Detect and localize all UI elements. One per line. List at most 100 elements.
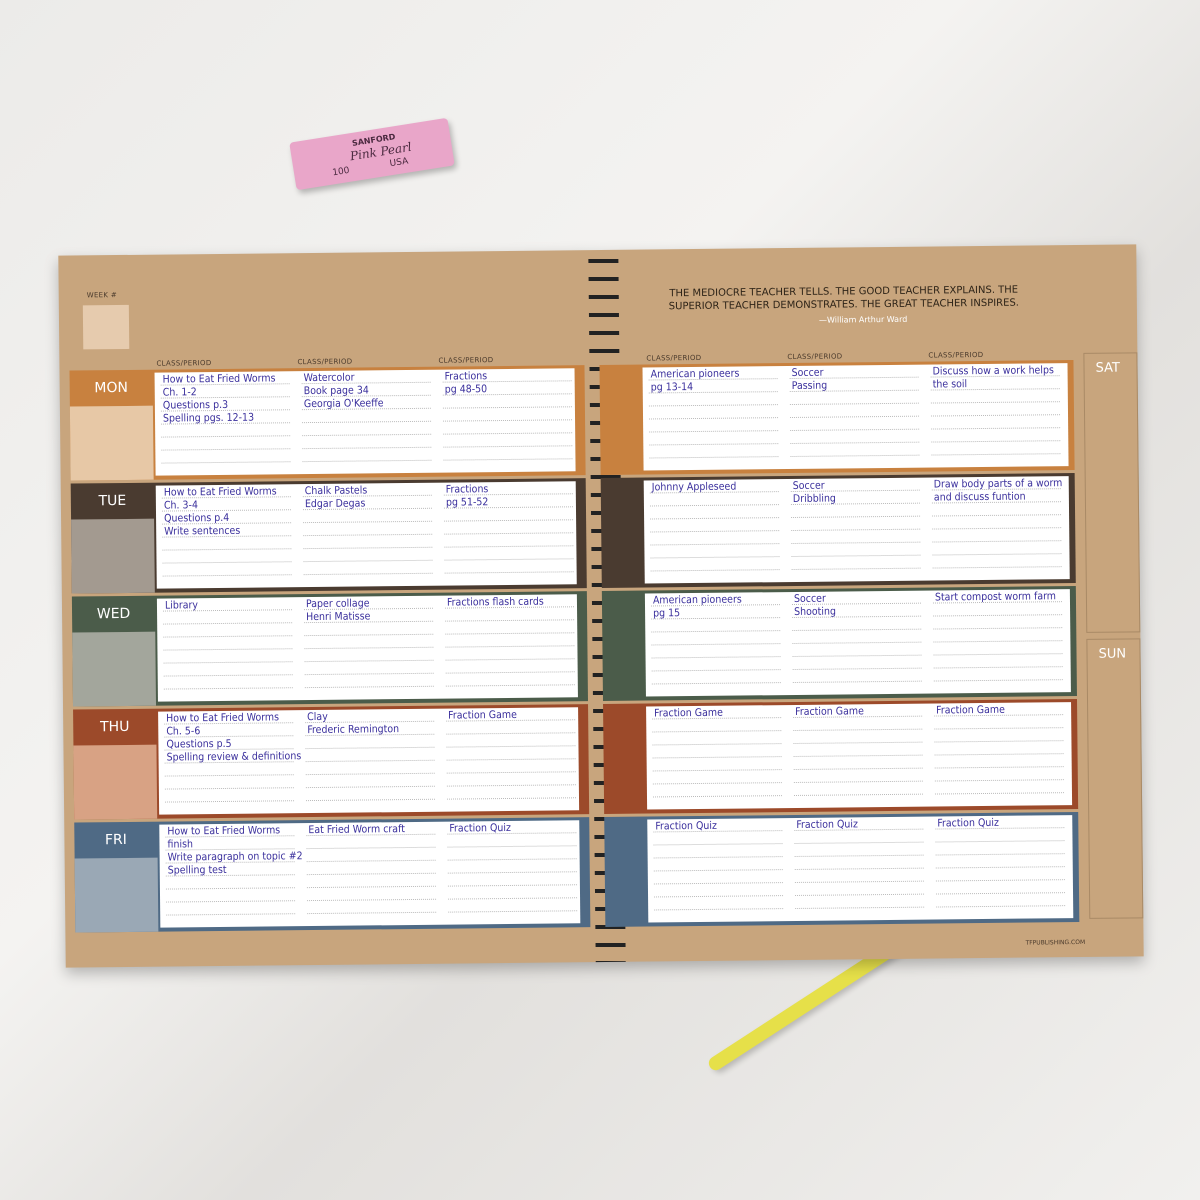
ruled-line bbox=[650, 517, 780, 520]
day-panel: How to Eat Fried Worms Ch. 5-6 Questions p… bbox=[158, 707, 580, 815]
ruled-line bbox=[448, 910, 578, 913]
ruled-line bbox=[654, 895, 784, 898]
entry-text: Ch. 5-6 bbox=[166, 725, 201, 738]
ruled-line bbox=[304, 646, 434, 650]
column-label: CLASS/PERIOD bbox=[297, 357, 353, 367]
entry-text: How to Eat Fried Worms bbox=[162, 372, 276, 386]
ruled-line bbox=[444, 545, 574, 548]
entry-text: Questions p.4 bbox=[163, 511, 230, 525]
ruled-line bbox=[302, 420, 432, 424]
ruled-line bbox=[790, 454, 920, 458]
entry-text: Soccer bbox=[791, 366, 824, 379]
entry-text: Fraction Game bbox=[795, 705, 864, 718]
entry-text: American pioneers bbox=[650, 367, 740, 381]
entry-text: Fraction Quiz bbox=[449, 821, 512, 835]
day-panel: American pioneers pg 15 Soccer Shooting Star… bbox=[644, 589, 1071, 697]
entry-text: Henri Matisse bbox=[306, 610, 371, 624]
planner: WEEK # THE MEDIOCRE TEACHER TELLS. THE G… bbox=[58, 244, 1144, 968]
quote: THE MEDIOCRE TEACHER TELLS. THE GOOD TEA… bbox=[668, 284, 1020, 313]
ruled-line bbox=[936, 905, 1066, 908]
entry-text: Johnny Appleseed bbox=[651, 480, 737, 494]
ruled-line bbox=[443, 458, 573, 461]
ruled-line bbox=[932, 553, 1062, 556]
ruled-line bbox=[933, 666, 1063, 669]
day-panel: Fraction Game Fraction Game Fraction Game bbox=[646, 702, 1073, 810]
entry-text: Spelling pgs. 12-13 bbox=[162, 411, 255, 425]
ruled-line bbox=[445, 671, 575, 674]
ruled-line bbox=[443, 419, 573, 422]
ruled-line bbox=[161, 448, 291, 451]
entry-text: Write sentences bbox=[164, 524, 241, 538]
entry-text: Spelling review & definitions bbox=[166, 750, 302, 764]
day-panel: Library Paper collage Henri Matisse Fractio… bbox=[156, 594, 578, 702]
ruled-line bbox=[789, 402, 919, 406]
ruled-line bbox=[304, 659, 434, 663]
ruled-line bbox=[303, 559, 433, 563]
entry-text: finish bbox=[167, 838, 194, 851]
eraser: SANFORD Pink Pearl 100 USA bbox=[289, 117, 455, 191]
ruled-line bbox=[795, 893, 925, 896]
ruled-line bbox=[794, 841, 924, 844]
ruled-line bbox=[793, 780, 923, 783]
ruled-line bbox=[304, 685, 434, 689]
entry-text: the soil bbox=[932, 378, 968, 391]
ruled-line bbox=[304, 672, 434, 676]
column-label: CLASS/PERIOD bbox=[646, 353, 702, 363]
ruled-line bbox=[303, 546, 433, 550]
ruled-line bbox=[793, 728, 923, 731]
column-label: CLASS/PERIOD bbox=[156, 359, 212, 368]
day-panel: American pioneers pg 13-14 Soccer Passing Di… bbox=[642, 363, 1069, 471]
ruled-line bbox=[161, 435, 291, 438]
weekend-box bbox=[1083, 352, 1141, 633]
entry-text: Shooting bbox=[794, 605, 836, 618]
ruled-line bbox=[792, 628, 922, 631]
ruled-line bbox=[933, 679, 1063, 682]
ruled-line bbox=[795, 906, 925, 909]
footer: TFPUBLISHING.COM bbox=[1025, 938, 1086, 947]
column-label: CLASS/PERIOD bbox=[928, 350, 984, 360]
ruled-line bbox=[306, 885, 436, 889]
entry-text: American pioneers bbox=[652, 593, 742, 607]
ruled-line bbox=[791, 515, 921, 519]
entry-text: Ch. 1-2 bbox=[162, 386, 197, 399]
ruled-line bbox=[931, 453, 1061, 456]
ruled-line bbox=[164, 787, 294, 790]
ruled-line bbox=[444, 519, 574, 522]
ruled-line bbox=[653, 882, 783, 885]
ruled-line bbox=[651, 669, 781, 672]
ruled-line bbox=[166, 900, 296, 903]
ruled-line bbox=[651, 682, 781, 685]
ruled-line bbox=[652, 730, 782, 733]
entry-text: Fraction Quiz bbox=[796, 818, 859, 831]
ruled-line bbox=[444, 571, 574, 574]
ruled-line bbox=[165, 800, 295, 803]
entry-text: Fraction Game bbox=[936, 703, 1005, 717]
ruled-line bbox=[936, 892, 1066, 895]
column-label: CLASS/PERIOD bbox=[787, 352, 843, 362]
ruled-line bbox=[650, 569, 780, 572]
entry-text: Fractions bbox=[445, 483, 489, 496]
ruled-line bbox=[446, 771, 576, 774]
ruled-line bbox=[933, 640, 1063, 643]
ruled-line bbox=[931, 427, 1061, 430]
ruled-line bbox=[305, 785, 435, 789]
ruled-line bbox=[792, 641, 922, 644]
entry-text: Paper collage bbox=[305, 597, 370, 611]
entry-text: How to Eat Fried Worms bbox=[167, 824, 281, 838]
entry-text: pg 13-14 bbox=[650, 381, 694, 394]
ruled-line bbox=[792, 680, 922, 683]
entry-text: Book page 34 bbox=[303, 384, 369, 398]
ruled-line bbox=[790, 428, 920, 432]
ruled-line bbox=[931, 414, 1061, 417]
ruled-line bbox=[934, 792, 1064, 795]
entry-text: Ch. 3-4 bbox=[163, 499, 199, 512]
entry-text: Chalk Pastels bbox=[304, 484, 368, 498]
ruled-line bbox=[305, 772, 435, 776]
ruled-line bbox=[447, 845, 577, 848]
ruled-line bbox=[792, 667, 922, 670]
ruled-line bbox=[651, 630, 781, 633]
ruled-line bbox=[649, 504, 779, 507]
entry-text: and discuss funtion bbox=[933, 490, 1026, 504]
day-name: WED bbox=[96, 605, 131, 623]
ruled-line bbox=[162, 574, 292, 577]
